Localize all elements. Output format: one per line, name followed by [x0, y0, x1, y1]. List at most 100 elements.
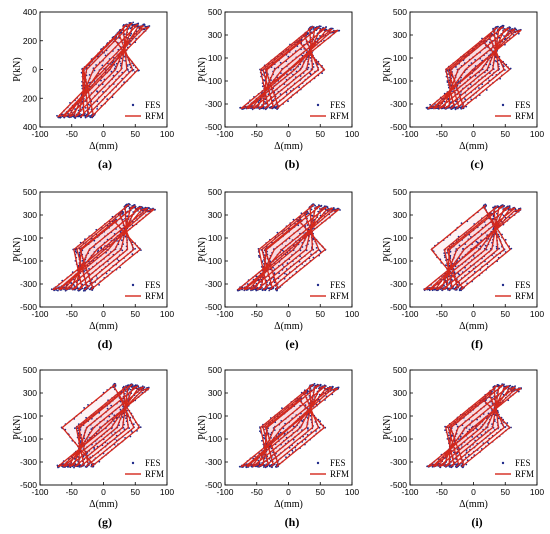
legend-rfm-label: RFM	[330, 111, 349, 121]
fes-point	[127, 69, 129, 71]
fes-point	[317, 204, 320, 206]
x-tick-label: -50	[251, 129, 264, 139]
rfm-loop-line	[264, 40, 326, 110]
x-tick-label: 100	[160, 129, 174, 139]
x-tick-label: 0	[471, 129, 476, 139]
fes-point	[126, 215, 129, 218]
rfm-loop-line	[62, 24, 145, 118]
panel-caption-b: (b)	[284, 157, 300, 171]
fes-point	[279, 61, 282, 64]
fes-point	[90, 428, 93, 430]
fes-point	[143, 23, 146, 26]
fes-point	[310, 208, 313, 211]
fes-point	[101, 64, 104, 67]
y-tick-label: 400	[23, 122, 37, 132]
fes-point	[321, 72, 323, 75]
rfm-loop-line	[258, 26, 320, 110]
legend-fes-label: FES	[145, 100, 161, 110]
fes-point	[485, 89, 488, 91]
fes-point	[130, 32, 133, 35]
fes-point	[501, 24, 504, 27]
x-tick-label: -100	[31, 487, 48, 497]
fes-point	[129, 27, 132, 30]
x-tick-label: 100	[160, 487, 174, 497]
y-tick-label: 300	[393, 210, 407, 220]
y-tick-label: 200	[23, 93, 37, 103]
fes-point	[88, 74, 91, 76]
y-tick-label: 0	[32, 65, 37, 75]
chart-panel-e: -100 -50 0 50 100-500-300-100100300500Δ(mm)P…	[197, 187, 359, 332]
rfm-loop-line	[258, 204, 315, 291]
fes-point	[276, 231, 279, 234]
fes-point	[273, 272, 276, 275]
y-tick-label: -500	[20, 302, 37, 312]
fes-point	[96, 108, 98, 110]
rfm-loop-line	[79, 219, 142, 291]
fes-point	[315, 247, 318, 249]
fes-point	[454, 108, 457, 111]
fes-point	[154, 208, 156, 211]
fes-point	[429, 103, 431, 106]
y-axis-label: P(kN)	[197, 237, 208, 261]
fes-point	[105, 272, 108, 275]
chart-panel-g: -100 -50 0 50 100-500-300-100100300500Δ(mm)P…	[12, 365, 174, 510]
fes-point	[449, 250, 452, 253]
rfm-loop-line	[447, 33, 505, 110]
fes-point	[98, 284, 100, 286]
fes-point	[458, 244, 461, 247]
x-tick-label: 50	[316, 129, 326, 139]
fes-point	[83, 407, 85, 409]
fes-point	[312, 66, 315, 68]
fes-point	[148, 207, 150, 210]
y-tick-label: 500	[208, 7, 222, 17]
x-tick-label: -50	[66, 129, 79, 139]
x-tick-label: -100	[31, 309, 48, 319]
chart-panel-d: -100 -50 0 50 100-500-300-100100300500Δ(mm)P…	[12, 187, 174, 332]
rfm-loop-line	[76, 211, 135, 291]
loop-fill	[263, 391, 319, 467]
rfm-loop-line	[444, 26, 504, 110]
fes-point	[259, 430, 261, 433]
rfm-loop-line	[264, 219, 327, 291]
y-tick-label: -100	[20, 256, 37, 266]
fes-point	[304, 225, 307, 227]
y-tick-label: -500	[205, 302, 222, 312]
fes-point	[89, 116, 92, 119]
fes-point	[84, 116, 87, 119]
rfm-loop-line	[252, 27, 327, 110]
rfm-loop-line	[57, 26, 150, 118]
x-tick-label: -50	[436, 309, 449, 319]
fes-point	[478, 87, 480, 89]
fes-point	[484, 244, 487, 247]
fes-point	[128, 22, 131, 24]
fes-point	[510, 247, 513, 250]
fes-point	[276, 289, 278, 292]
fes-point	[307, 66, 310, 69]
fes-point	[73, 285, 76, 287]
legend-fes-label: FES	[145, 280, 161, 290]
x-tick-label: 100	[160, 309, 174, 319]
y-tick-label: 100	[393, 233, 407, 243]
x-tick-label: -50	[436, 129, 449, 139]
x-axis-label: Δ(mm)	[274, 141, 303, 152]
y-tick-label: -500	[205, 122, 222, 132]
fes-point	[124, 235, 127, 238]
x-tick-label: -100	[216, 129, 233, 139]
y-tick-label: -300	[390, 279, 407, 289]
x-tick-label: -50	[251, 309, 264, 319]
x-axis-label: Δ(mm)	[89, 499, 118, 510]
y-tick-label: 400	[23, 7, 37, 17]
x-tick-label: -100	[216, 309, 233, 319]
x-tick-label: 0	[286, 309, 291, 319]
legend-fes-marker	[316, 283, 320, 287]
x-axis-label: Δ(mm)	[459, 321, 488, 332]
y-tick-label: -100	[205, 256, 222, 266]
fes-point	[50, 288, 53, 291]
chart-panel-h: -100 -50 0 50 100-500-300-100100300500Δ(mm)P…	[197, 365, 359, 510]
y-tick-label: -300	[205, 279, 222, 289]
fes-point	[504, 238, 507, 241]
y-tick-label: 500	[393, 7, 407, 17]
